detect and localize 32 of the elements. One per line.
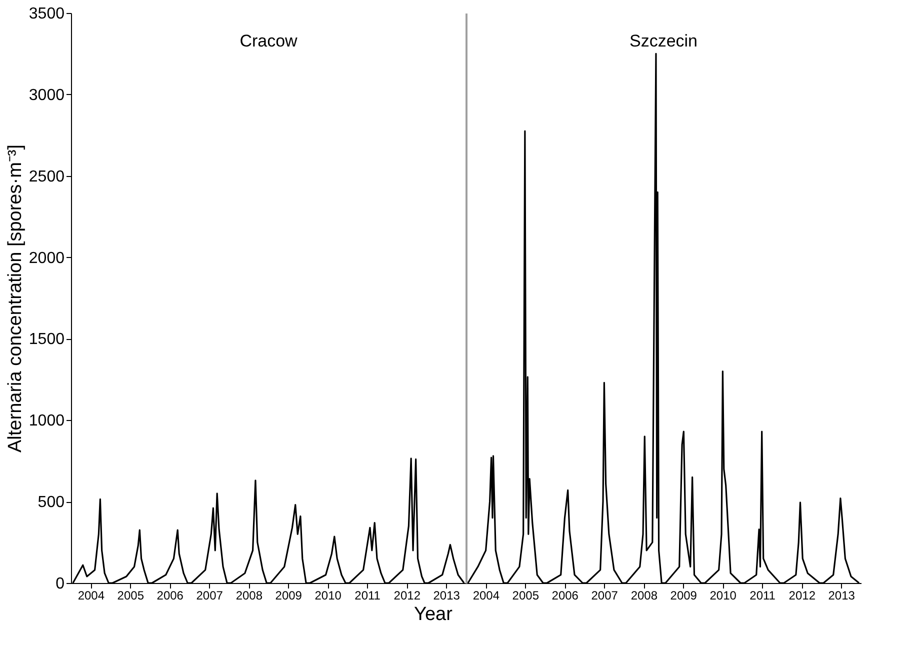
x-tick-label: 2008 (236, 588, 263, 602)
y-tick-label: 3500 (28, 6, 65, 22)
x-tick-label: 2009 (275, 588, 302, 602)
x-tick-label: 2011 (354, 588, 381, 602)
y-axis-title: Alternaria concentration [spores·m⁻³] (4, 144, 26, 453)
x-tick-label: 2004 (472, 588, 500, 602)
x-tick-label: 2013 (433, 588, 460, 602)
y-tick-label: 2000 (28, 250, 65, 267)
x-tick-label: 2009 (670, 588, 698, 602)
x-tick-label: 2010 (314, 588, 342, 602)
x-tick-label: 2004 (78, 588, 105, 602)
x-tick-label: 2005 (512, 588, 540, 602)
y-tick-label: 3000 (28, 86, 65, 104)
x-tick-label: 2008 (630, 588, 658, 602)
x-tick-label: 2012 (394, 588, 421, 602)
annotation: Szczecin (629, 32, 698, 50)
x-axis-title: Year (414, 604, 454, 625)
y-tick-label: 1000 (28, 412, 65, 430)
x-tick-label: 2007 (196, 588, 224, 602)
x-tick-label: 2005 (117, 588, 144, 602)
x-tick-label: 2011 (750, 588, 776, 602)
x-tick-label: 2006 (552, 588, 579, 602)
y-tick-label: 1500 (28, 331, 65, 348)
x-tick-label: 2007 (591, 588, 618, 602)
x-tick-label: 2012 (788, 588, 816, 602)
x-tick-label: 2010 (710, 588, 737, 602)
y-tick-label: 0 (56, 576, 65, 592)
y-tick-label: 500 (38, 494, 65, 512)
x-tick-label: 2006 (156, 588, 184, 602)
x-tick-label: 2013 (828, 588, 856, 602)
y-tick-label: 2500 (28, 168, 65, 186)
annotation: Cracow (240, 32, 298, 50)
